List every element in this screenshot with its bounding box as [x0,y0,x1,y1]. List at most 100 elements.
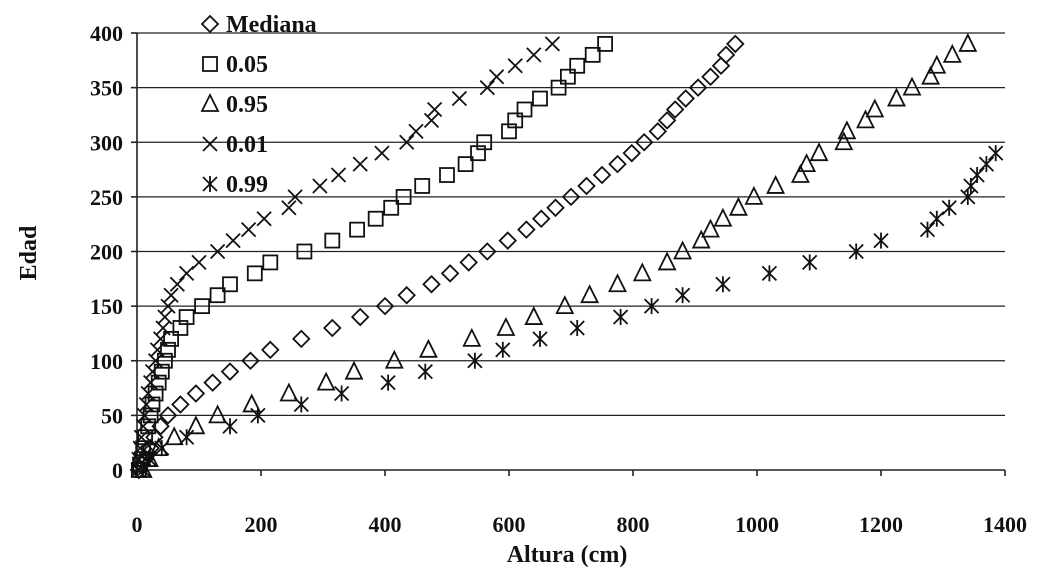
point-diamond [716,45,736,65]
point-x [330,167,347,183]
point-diamond [397,285,416,305]
point-triangle [418,338,438,358]
x-axis-title: Altura (cm) [507,542,628,568]
point-diamond [375,296,395,316]
legend-marker-square [202,56,218,72]
point-triangle [673,240,693,260]
legend-label: 0.05 [226,52,268,78]
point-triangle [865,98,885,118]
point-square [560,68,576,85]
legend-label: 0.01 [226,132,268,158]
legend-item: 0.01 [202,132,268,158]
point-triangle [632,262,652,282]
point-x [544,36,561,52]
point-x [287,189,303,205]
legend-marker-x [202,136,218,152]
point-x [374,145,390,161]
point-square [584,46,601,63]
point-diamond [577,176,596,196]
point-diamond [517,220,536,239]
point-x [163,287,179,303]
point-square [414,178,431,194]
point-asterisk [969,167,985,184]
point-triangle [524,306,544,325]
point-square [194,298,211,315]
point-square [367,210,384,227]
y-tick-label: 0 [112,458,123,483]
y-tick-labels: 0 50 100 150 200 250 300 350 400 [90,21,123,483]
point-triangle [208,404,228,424]
point-x [149,342,166,358]
point-triangle [902,76,922,96]
point-triangle [728,196,748,216]
series-triangle [133,32,978,478]
point-square [156,352,173,369]
point-triangle [837,120,857,140]
point-x [423,112,440,129]
point-asterisk [941,199,957,216]
point-x [178,265,195,281]
point-triangle [608,273,627,293]
x-tick-label: 600 [493,512,526,537]
point-triangle [927,54,947,74]
point-diamond [608,154,627,174]
point-triangle [691,229,711,249]
point-square [550,79,567,96]
point-triangle [242,393,262,413]
point-x [157,309,173,325]
point-asterisk [178,429,195,446]
point-asterisk [919,221,936,238]
point-triangle [186,415,206,435]
y-tick-label: 200 [90,240,123,265]
point-diamond [478,242,497,261]
point-diamond [622,143,642,163]
point-triangle [887,87,906,107]
point-x [240,222,257,238]
point-diamond [648,122,668,141]
x-tick-label: 0 [132,512,143,537]
point-square [246,265,263,282]
point-diamond [634,132,654,152]
point-diamond [657,111,677,130]
y-tick-label: 50 [101,403,123,428]
point-triangle [834,131,854,151]
point-asterisk [674,287,691,304]
y-tick-label: 300 [90,130,123,155]
point-asterisk [532,330,548,347]
point-diamond [459,253,478,272]
point-diamond [261,340,280,360]
legend-marker-asterisk [202,176,218,192]
point-square [262,254,279,271]
point-x [191,254,207,271]
point-x [225,232,241,249]
legend-marker-diamond [200,14,220,34]
point-square [597,36,613,52]
point-square [383,199,400,216]
point-diamond [422,275,441,294]
point-triangle [316,371,336,391]
point-diamond [292,329,311,349]
legend-item: 0.95 [200,92,268,118]
point-triangle [744,185,764,205]
point-asterisk [802,254,818,271]
x-tick-label: 400 [369,512,402,537]
point-square [516,101,533,118]
point-asterisk [929,210,945,227]
y-tick-label: 150 [90,294,123,319]
point-square [395,188,412,205]
point-x [451,90,468,107]
point-diamond [592,165,612,185]
point-x [507,58,523,74]
point-x [488,69,505,85]
point-x [144,364,161,380]
point-square [569,57,586,74]
point-asterisk [293,396,309,413]
point-x [426,101,443,118]
point-diamond [688,78,708,97]
point-x [408,123,424,139]
point-diamond [498,231,518,250]
point-asterisk [960,188,976,205]
point-square [222,276,238,293]
point-asterisk [569,319,585,336]
axes [131,32,1006,476]
